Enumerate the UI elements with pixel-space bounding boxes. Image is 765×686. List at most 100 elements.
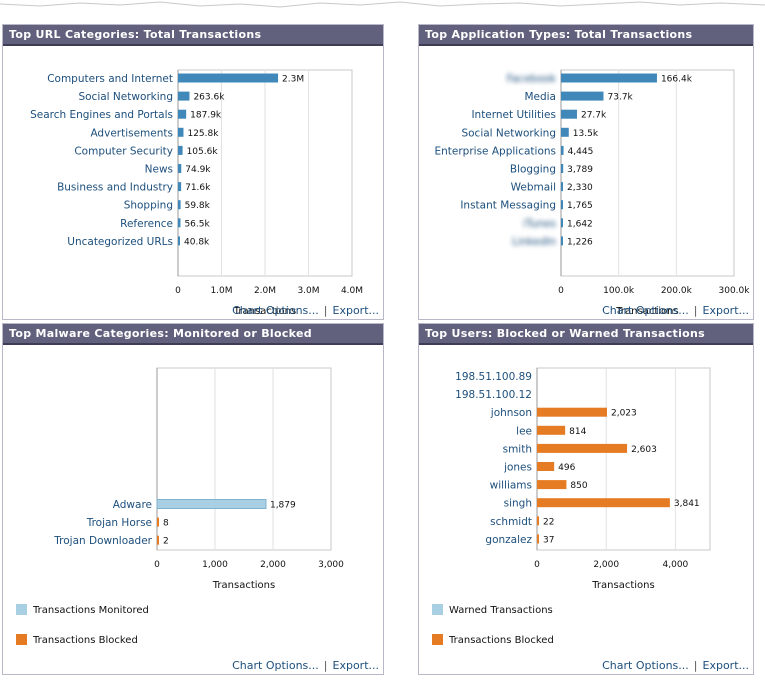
export-link[interactable]: Export... (702, 304, 750, 317)
bar-value-label: 13.5k (573, 129, 599, 139)
bar-value-label: 73.7k (608, 93, 634, 103)
category-label: Search Engines and Portals (30, 109, 173, 121)
chart-options-link[interactable]: Chart Options... (232, 304, 319, 317)
x-tick-label: 2,000 (260, 560, 286, 570)
chart-options-link[interactable]: Chart Options... (602, 304, 689, 317)
bar-value-label: 40.8k (184, 237, 210, 247)
bar (561, 164, 564, 173)
bar-value-label: 2,603 (631, 445, 657, 455)
x-tick-label: 0 (534, 560, 540, 570)
bar (537, 498, 670, 508)
bar-value-label: 2,330 (567, 183, 593, 193)
x-tick-label: 2,000 (593, 560, 619, 570)
category-label: Webmail (511, 182, 556, 194)
panel-title: Top Malware Categories: Monitored or Blo… (3, 324, 383, 345)
category-label: News (145, 164, 173, 176)
bar (157, 517, 159, 527)
export-link[interactable]: Export... (702, 659, 750, 672)
bar (178, 109, 187, 119)
bar-value-label: 2 (163, 537, 169, 547)
panel-title: Top URL Categories: Total Transactions (3, 25, 383, 46)
bar-value-label: 1,879 (270, 501, 296, 511)
bar-value-label: 187.9k (190, 111, 222, 121)
category-label: Adware (113, 499, 152, 511)
bar (178, 91, 190, 101)
bar (178, 73, 279, 83)
legend-swatch (432, 634, 443, 645)
bar (537, 407, 607, 417)
x-tick-label: 3.0M (297, 286, 319, 296)
export-link[interactable]: Export... (332, 659, 380, 672)
bar-value-label: 8 (163, 519, 169, 529)
malware-categories-panel: Top Malware Categories: Monitored or Blo… (2, 323, 384, 675)
panel-footer: Chart Options... | Export... (232, 304, 379, 317)
export-link[interactable]: Export... (332, 304, 380, 317)
category-label: Computers and Internet (47, 73, 173, 85)
x-tick-label: 2.0M (254, 286, 276, 296)
x-axis-title: Transactions (212, 580, 275, 591)
x-tick-label: 0 (558, 286, 564, 296)
category-label: Social Networking (78, 91, 173, 103)
legend-label: Transactions Monitored (32, 605, 149, 616)
bar-value-label: 3,841 (674, 499, 700, 509)
bar (178, 182, 182, 192)
url-categories-panel: Top URL Categories: Total Transactions 0… (2, 24, 384, 320)
bar-value-label: 2,023 (611, 409, 637, 419)
x-tick-label: 300.0k (719, 286, 751, 296)
url-categories-chart: 0 1.0M 2.0M 3.0M 4.0M Transactions Computers a… (30, 69, 363, 317)
bar-value-label: 850 (570, 481, 587, 491)
panel-title: Top Users: Blocked or Warned Transaction… (419, 324, 753, 345)
bar (178, 200, 181, 210)
bar-value-label: 1,642 (567, 219, 593, 229)
chart-options-link[interactable]: Chart Options... (602, 659, 689, 672)
legend-label: Warned Transactions (449, 605, 553, 616)
bar (537, 443, 628, 453)
bar (537, 480, 567, 490)
legend-label: Transactions Blocked (32, 635, 138, 646)
panel-title: Top Application Types: Total Transaction… (419, 25, 753, 46)
category-label: Facebook (507, 73, 557, 85)
bar-value-label: 27.7k (581, 111, 607, 121)
category-label: Internet Utilities (471, 109, 556, 121)
bar-value-label: 3,789 (567, 165, 593, 175)
category-label: 198.51.100.12 (455, 389, 532, 401)
chart-options-link[interactable]: Chart Options... (232, 659, 319, 672)
bar (537, 425, 566, 435)
panel-footer: Chart Options... | Export... (602, 304, 749, 317)
category-label: lee (516, 425, 532, 437)
category-label: Business and Industry (57, 182, 173, 194)
bar-value-label: 814 (569, 427, 586, 437)
bar (561, 200, 563, 210)
bar (156, 499, 267, 509)
bar (537, 462, 555, 471)
bar (561, 91, 604, 101)
category-label: Media (524, 91, 556, 103)
category-label: Social Networking (461, 127, 556, 139)
x-tick-label: 0 (175, 286, 181, 296)
category-label: Instant Messaging (460, 200, 556, 212)
category-label: smith (503, 443, 532, 455)
x-axis-title: Transactions (615, 306, 678, 317)
plot-area (536, 367, 711, 551)
torn-edge (0, 1, 765, 8)
category-label: jones (503, 462, 532, 474)
bar (561, 182, 563, 192)
legend-swatch (432, 604, 443, 615)
malware-categories-chart: 0 1,000 2,000 3,000 Transactions Adware 1,879 T… (16, 367, 344, 646)
bar-value-label: 166.4k (661, 75, 693, 85)
category-label: iTunes (523, 218, 556, 230)
x-tick-label: 1,000 (202, 560, 228, 570)
category-label: Uncategorized URLs (67, 236, 173, 248)
bar (561, 145, 564, 155)
bar-value-label: 22 (543, 517, 554, 527)
plot-area (156, 367, 332, 551)
bar-value-label: 1,765 (567, 201, 593, 211)
category-label: williams (490, 480, 532, 492)
bar (178, 236, 180, 246)
bar (178, 218, 181, 228)
bar (537, 516, 539, 526)
bar (561, 73, 657, 83)
bar-value-label: 2.3M (282, 75, 304, 85)
bar (178, 145, 183, 155)
category-label: Advertisements (90, 127, 173, 139)
